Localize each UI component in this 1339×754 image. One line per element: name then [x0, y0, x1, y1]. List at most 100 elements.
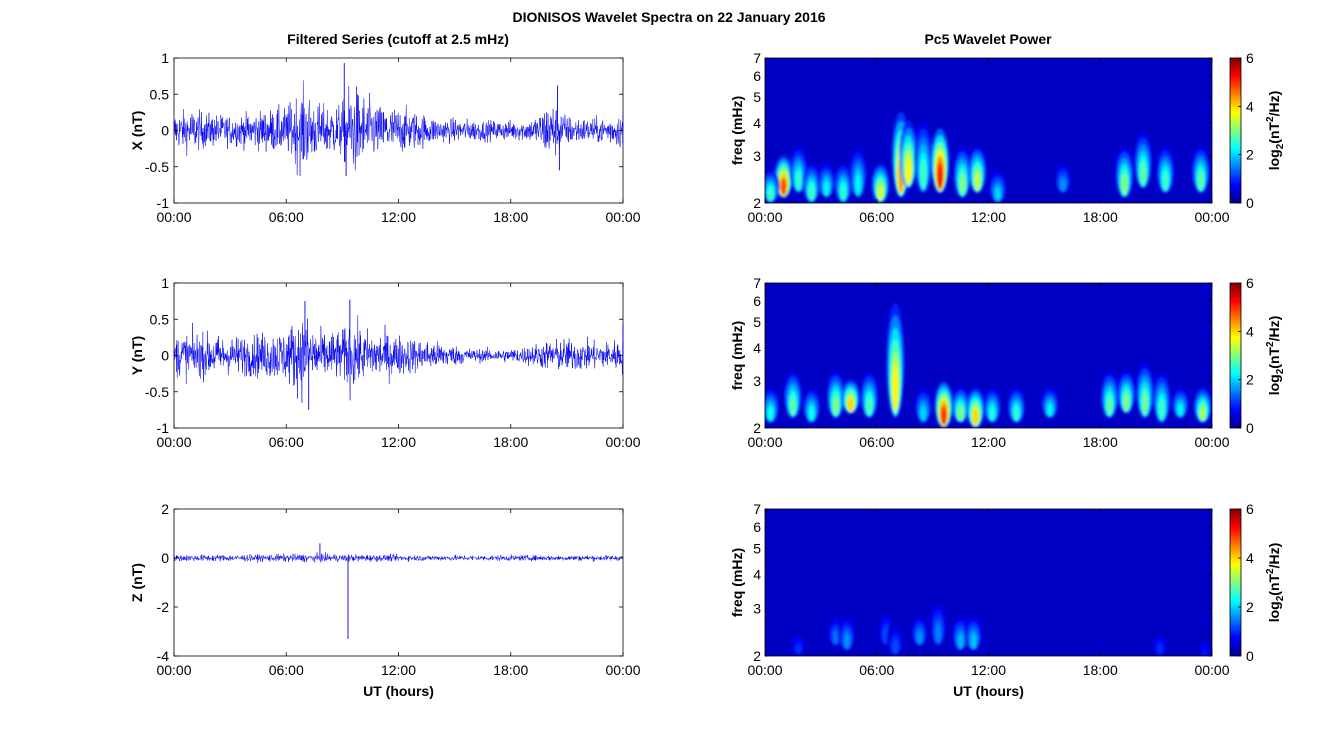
ytick-label: 2	[753, 420, 761, 436]
timeseries-panel-X: -1 -0.5 0 0.5 1 00:00 06:00 12:00 18:00 00:00 X (n…	[129, 50, 641, 225]
power-blob-0	[765, 387, 780, 423]
plot-area	[173, 508, 624, 657]
xtick-label: 00:00	[156, 434, 191, 450]
power-blob-19	[1193, 387, 1212, 423]
y-axis-label: Z (nT)	[129, 563, 145, 602]
ytick-label: 6	[753, 293, 761, 309]
xtick-label: 00:00	[747, 209, 782, 225]
heatmap-panel-Y-power: 2 3 4 5 6 7 00:00 06:00 12:00 18:00 00:00 freq (mHz…	[729, 275, 1230, 450]
xtick-label: 00:00	[1194, 662, 1229, 678]
xtick-label: 12:00	[971, 662, 1006, 678]
xtick-label: 00:00	[747, 662, 782, 678]
ytick-label: 0.5	[150, 311, 170, 327]
power-blob-9	[1150, 629, 1169, 656]
power-blob-7	[951, 614, 970, 651]
xtick-label: 06:00	[269, 662, 304, 678]
xtick-label: 00:00	[605, 434, 640, 450]
power-blob-1	[783, 371, 802, 419]
xtick-label: 18:00	[1083, 662, 1118, 678]
colorbar-gradient	[1229, 508, 1242, 657]
y-axis-label: Y (nT)	[129, 336, 145, 375]
xtick-label: 18:00	[1083, 434, 1118, 450]
xtick-label: 06:00	[269, 209, 304, 225]
trace-line	[173, 80, 624, 176]
right-column-title: Pc5 Wavelet Power	[924, 31, 1052, 47]
power-blob-1	[765, 169, 780, 203]
xtick-label: 12:00	[381, 209, 416, 225]
colorbar-tick-label: 4	[1246, 98, 1254, 114]
ytick-label: 7	[753, 275, 761, 291]
colorbar-tick-label: 0	[1246, 420, 1254, 436]
colorbar-tick-label: 2	[1246, 599, 1254, 615]
power-blob-17	[1134, 132, 1153, 189]
colorbar-label: log2(nT2/Hz)	[1265, 91, 1286, 171]
ytick-label: -4	[157, 648, 170, 664]
timeseries-panel-Y: -1 -0.5 0 0.5 1 00:00 06:00 12:00 18:00 00:00 Y (n…	[129, 275, 641, 450]
power-blob-2	[802, 387, 821, 423]
colorbar-X-power: 0 2 4 6 log2(nT2/Hz)	[1229, 50, 1286, 211]
colorbar-Z-power: 0 2 4 6 log2(nT2/Hz)	[1229, 501, 1286, 664]
ytick-label: -1	[157, 195, 170, 211]
xtick-label: 00:00	[1194, 209, 1229, 225]
xtick-label: 06:00	[269, 434, 304, 450]
y-axis-label: freq (mHz)	[729, 321, 745, 390]
xtick-label: 00:00	[747, 434, 782, 450]
xtick-label: 12:00	[971, 434, 1006, 450]
power-blob-14	[988, 169, 1007, 203]
ytick-label: 6	[753, 68, 761, 84]
power-blob-2	[837, 614, 856, 651]
colorbar-label: log2(nT2/Hz)	[1265, 316, 1286, 396]
xtick-label: 12:00	[381, 662, 416, 678]
figure-title: DIONISOS Wavelet Spectra on 22 January 2…	[512, 9, 825, 25]
ytick-label: 4	[753, 567, 761, 583]
xtick-label: 12:00	[381, 434, 416, 450]
colorbar-gradient	[1229, 282, 1242, 429]
xtick-label: 00:00	[156, 209, 191, 225]
ytick-label: 0	[161, 550, 169, 566]
xtick-label: 00:00	[1194, 434, 1229, 450]
x-axis-label: UT (hours)	[363, 683, 434, 699]
colorbar-gradient	[1229, 57, 1242, 204]
ytick-label: 7	[753, 50, 761, 66]
colorbar-tick-label: 0	[1246, 648, 1254, 664]
colorbar-tick-label: 4	[1246, 323, 1254, 339]
y-axis-label: freq (mHz)	[729, 548, 745, 617]
xtick-label: 12:00	[971, 209, 1006, 225]
ytick-label: 1	[161, 275, 169, 291]
xtick-label: 18:00	[493, 662, 528, 678]
colorbar-tick-label: 6	[1246, 275, 1254, 291]
power-blob-16	[1115, 147, 1134, 198]
heatmap-image	[765, 509, 1212, 656]
ytick-label: 5	[753, 314, 761, 330]
power-blob-7	[871, 163, 890, 203]
ytick-label: 0	[161, 123, 169, 139]
ytick-label: -2	[157, 599, 170, 615]
power-blob-3	[802, 163, 821, 203]
power-blob-18	[1171, 386, 1190, 419]
ytick-label: 0.5	[150, 86, 170, 102]
xtick-label: 06:00	[859, 434, 894, 450]
y-axis-label: X (nT)	[129, 111, 145, 151]
power-blob-15	[1054, 161, 1072, 194]
xtick-label: 18:00	[493, 209, 528, 225]
xtick-label: 00:00	[156, 662, 191, 678]
ytick-label: -0.5	[145, 159, 169, 175]
power-blob-11	[983, 387, 1002, 423]
power-blob-9	[899, 121, 918, 189]
power-blob-8	[934, 381, 953, 428]
xtick-label: 06:00	[859, 662, 894, 678]
heatmap-image	[765, 58, 1212, 203]
power-blob-10	[1195, 634, 1212, 656]
colorbar-tick-label: 6	[1246, 501, 1254, 517]
colorbar-tick-label: 4	[1246, 550, 1254, 566]
power-blob-19	[1191, 146, 1210, 194]
power-blob-10	[966, 388, 985, 428]
ytick-label: -0.5	[145, 384, 169, 400]
ytick-label: -1	[157, 420, 170, 436]
power-blob-13	[968, 146, 987, 194]
colorbar-tick-label: 2	[1246, 147, 1254, 163]
power-blob-8	[964, 614, 983, 651]
power-blob-15	[1117, 370, 1136, 414]
timeseries-panel-Z: -4 -2 0 2 00:00 06:00 12:00 18:00 00:00 Z (nT) UT …	[129, 501, 641, 699]
